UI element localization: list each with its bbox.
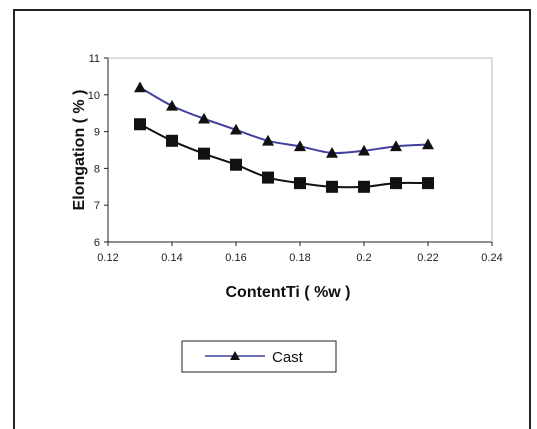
- series-2-point: [326, 180, 338, 193]
- x-tick-label: 0.18: [289, 252, 310, 264]
- x-axis-title: ContentTi ( %w ): [225, 284, 350, 301]
- series-2-point: [198, 147, 210, 160]
- series-1-point: [262, 134, 274, 146]
- legend: Cast: [181, 340, 337, 373]
- series-layer: [134, 81, 434, 193]
- series-2-point: [262, 171, 274, 184]
- y-tick-label: 7: [94, 200, 100, 212]
- series-1-point: [358, 144, 370, 156]
- series-2-line: [139, 123, 429, 189]
- series-1-point: [294, 140, 306, 152]
- series-2-point: [134, 118, 146, 131]
- x-tick-label: 0.12: [97, 252, 118, 264]
- x-tick-label: 0.14: [161, 252, 182, 264]
- series-2-point: [358, 180, 370, 193]
- x-tick-label: 0.24: [481, 252, 502, 264]
- y-tick-label: 8: [94, 163, 100, 175]
- series-1-point: [166, 99, 178, 111]
- plot-area: 6 7 8 9 10 11 0.12 0.14 0.16 0.18 0.2 0.22 0.24: [88, 53, 503, 264]
- series-2-point: [230, 158, 242, 171]
- x-tick-label: 0.22: [417, 252, 438, 264]
- y-tick-label: 11: [89, 53, 100, 65]
- legend-triangle-marker: [230, 351, 240, 360]
- y-tick-label: 10: [88, 90, 100, 102]
- x-tick-label: 0.2: [356, 252, 371, 264]
- legend-entry-cast: Cast: [272, 349, 304, 366]
- chart-frame: [13, 9, 531, 429]
- series-1-point: [422, 138, 434, 150]
- y-tick-label: 9: [94, 127, 100, 139]
- y-axis-title: Elongation ( % ): [71, 90, 88, 211]
- series-1-point: [198, 112, 210, 124]
- series-2-point: [422, 177, 434, 190]
- series-1-point: [390, 140, 402, 152]
- series-2-point: [390, 177, 402, 190]
- y-tick-label: 6: [94, 237, 100, 249]
- series-2-point: [294, 177, 306, 190]
- axis-ticks: 6 7 8 9 10 11 0.12 0.14 0.16 0.18 0.2 0.22 0.24: [88, 53, 503, 264]
- series-1-point: [326, 146, 338, 158]
- series-1-point: [230, 123, 242, 135]
- series-1-point: [134, 81, 146, 93]
- series-1-line: [139, 86, 429, 155]
- series-2-point: [166, 134, 178, 147]
- x-tick-label: 0.16: [225, 252, 246, 264]
